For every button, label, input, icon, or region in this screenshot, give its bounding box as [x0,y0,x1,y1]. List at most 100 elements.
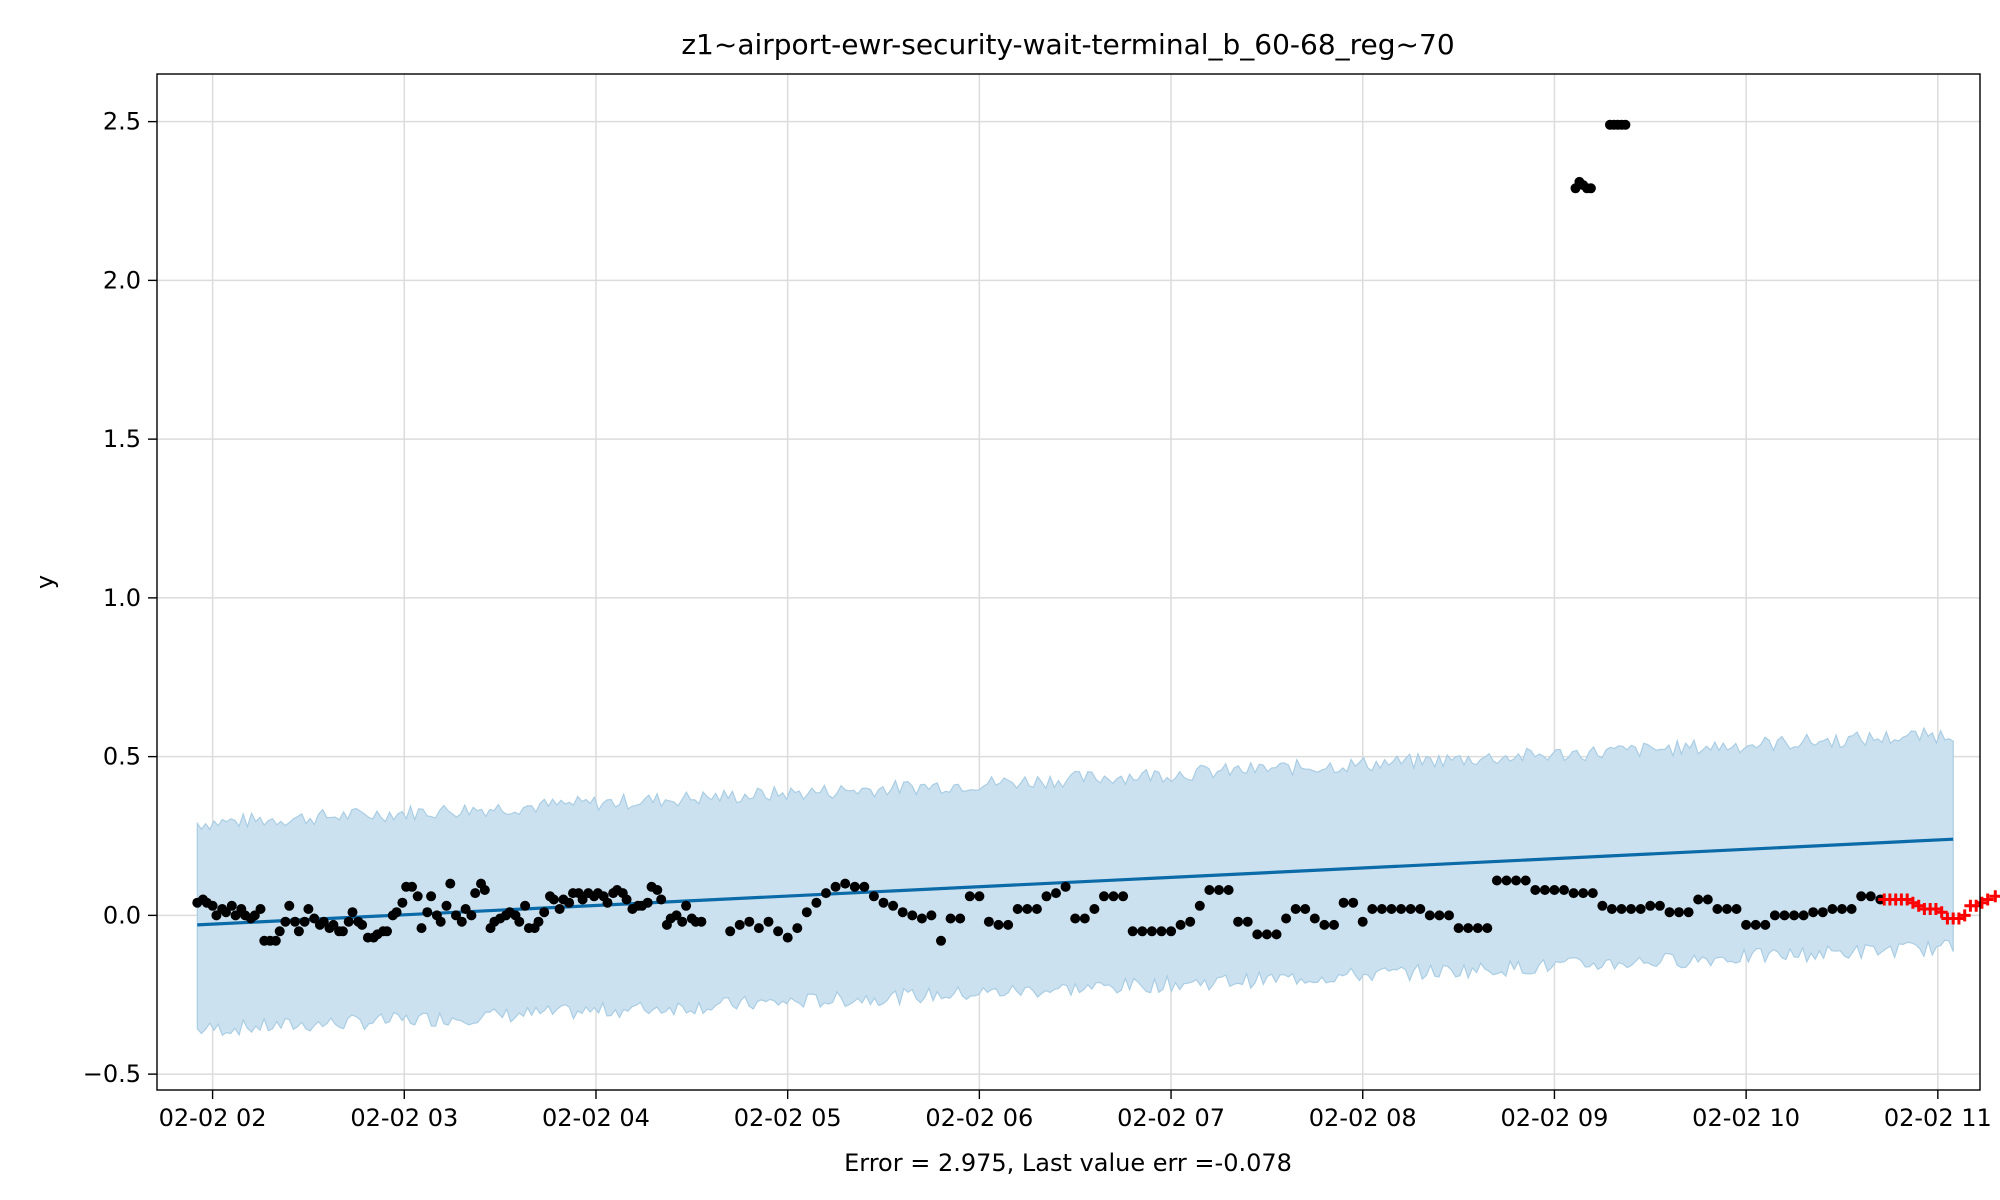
observed-point [299,916,310,927]
observed-point [470,888,481,899]
observed-point [1626,904,1637,914]
observed-point [1444,910,1454,921]
observed-point [744,916,755,927]
observed-point [1079,913,1090,924]
observed-point [1798,910,1809,921]
observed-point [451,910,461,921]
observed-point [773,926,784,937]
observed-point [479,885,490,895]
observed-point [1214,885,1224,895]
observed-point [1338,897,1349,908]
observed-point [1606,904,1617,914]
forecast-point [1981,893,1994,906]
observed-point [1731,904,1742,914]
x-tick-label: 02-02 03 [350,1104,458,1132]
observed-point [1779,910,1790,921]
observed-point [1031,904,1042,914]
observed-point [412,891,423,902]
observed-point [514,916,525,927]
observed-point [1204,885,1215,895]
observed-point [445,878,456,889]
y-tick-label: 2.0 [103,266,141,294]
observed-point [840,878,851,889]
observed-point [1702,894,1713,905]
observed-point [249,910,260,921]
observed-point [1242,916,1253,927]
observed-point [888,900,899,911]
x-tick-label: 02-02 08 [1309,1104,1417,1132]
observed-point [821,888,831,899]
observed-point [1827,904,1838,914]
observed-point [1568,888,1579,899]
observed-point [426,891,437,902]
observed-point [564,897,575,908]
x-axis-label: Error = 2.975, Last value err =-0.078 [844,1149,1292,1177]
y-axis-ticks: −0.5 0.0 0.5 1.0 1.5 2.0 2.5 [83,108,157,1088]
observed-point [1817,907,1828,918]
x-tick-label: 02-02 10 [1692,1104,1800,1132]
x-tick-label: 02-02 06 [925,1104,1033,1132]
trend-line [197,837,1954,927]
observed-point [435,916,446,927]
observed-point [1415,904,1426,914]
observed-point [290,916,300,927]
observed-point [1472,923,1483,934]
observed-point [602,897,613,908]
observed-point [1175,919,1186,930]
x-tick-label: 02-02 02 [159,1104,267,1132]
observed-point [1146,926,1157,937]
observed-point [1405,904,1416,914]
chart-title: z1~airport-ewr-security-wait-terminal_b_… [681,28,1454,61]
observed-point [993,919,1004,930]
observed-point [830,881,841,892]
observed-point [955,913,966,924]
observed-point [656,894,667,905]
observed-point [1329,919,1339,930]
observed-point [337,926,348,937]
observed-point [1357,916,1368,927]
observed-point [577,894,588,905]
observed-point [1530,885,1541,895]
observed-point [548,894,559,905]
y-tick-label: 0.0 [103,901,141,929]
observed-point [1022,904,1033,914]
observed-point [1185,916,1196,927]
forecast-points [1878,890,2000,925]
observed-point [964,891,975,902]
observed-point [1453,923,1464,934]
observed-point [226,900,237,911]
observed-point [407,881,417,892]
observed-point [1252,929,1263,940]
observed-point [1865,891,1876,902]
observed-point [539,907,550,918]
observed-point [1856,891,1867,902]
observed-point [520,900,531,911]
observed-point [811,897,822,908]
plot-frame [156,73,1981,1091]
observed-point [416,923,427,934]
observed-point [397,897,408,908]
observed-point [1367,904,1378,914]
observed-point [274,926,285,937]
observed-point [734,919,745,930]
observed-point [1482,923,1493,934]
observed-point [1319,919,1330,930]
observed-point [1760,919,1771,930]
forecast-point [1935,906,1948,919]
observed-point [1108,891,1119,902]
observed-point [270,935,281,946]
observed-point [280,916,291,927]
observed-point [1348,897,1359,908]
y-tick-label: 1.5 [103,425,141,453]
observed-point [1376,904,1387,914]
observed-point [1137,926,1148,937]
observed-point [849,881,860,892]
observed-point [725,926,736,937]
observed-point [945,913,956,924]
observed-point [391,907,402,918]
observed-point [1156,926,1167,937]
observed-point [1060,881,1071,892]
observed-point [284,900,295,911]
observed-point [1118,891,1129,902]
